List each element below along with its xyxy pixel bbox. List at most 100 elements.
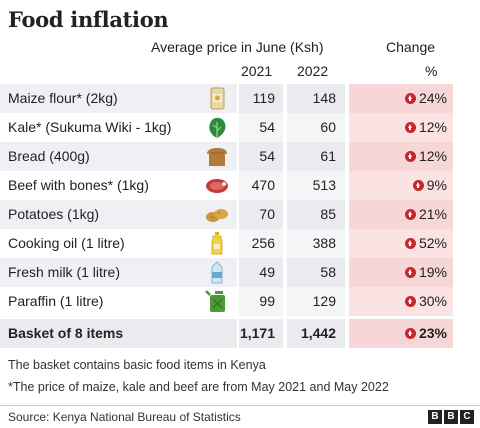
icon-cell — [197, 142, 237, 171]
item-label: Maize flour* (2kg) — [8, 90, 118, 106]
year-2021-header: 2021 — [241, 63, 273, 79]
up-arrow-icon — [404, 295, 416, 307]
icon-cell — [197, 84, 237, 113]
chart-title: Food inflation — [8, 7, 169, 32]
year-2022-header: 2022 — [297, 63, 329, 79]
change-indicator: 19% — [404, 264, 447, 280]
item-cell: Kale* (Sukuma Wiki - 1kg) — [0, 113, 197, 142]
change-indicator: 12% — [404, 119, 447, 135]
price-2021-value: 119 — [252, 90, 275, 106]
change-cell: 30% — [349, 287, 453, 316]
source-text: Source: Kenya National Bureau of Statist… — [8, 410, 241, 424]
change-header: Change — [386, 39, 436, 55]
price-2021-cell: 256 — [239, 229, 285, 258]
price-2021-value: 256 — [251, 235, 275, 251]
up-arrow-icon — [404, 150, 416, 162]
price-2021-value: 99 — [259, 293, 275, 309]
price-2022-value: 1,442 — [300, 325, 336, 341]
change-value: 30% — [418, 293, 447, 309]
price-2021-cell: 470 — [239, 171, 285, 200]
change-cell: 23% — [349, 319, 453, 348]
item-cell: Maize flour* (2kg) — [0, 84, 197, 113]
maize-flour-icon — [203, 87, 231, 110]
price-2022-cell: 85 — [287, 200, 345, 229]
bbc-logo-letter: C — [460, 410, 474, 424]
price-2021-cell: 99 — [239, 287, 285, 316]
price-2021-value: 1,171 — [239, 325, 275, 341]
up-arrow-icon — [404, 121, 416, 133]
cooking-oil-icon — [203, 232, 231, 255]
change-indicator: 21% — [404, 206, 447, 222]
change-cell: 21% — [349, 200, 453, 229]
icon-cell — [197, 171, 237, 200]
bbc-logo-letter: B — [428, 410, 442, 424]
price-2022-value: 148 — [312, 90, 336, 106]
change-indicator: 23% — [404, 325, 447, 341]
up-arrow-icon — [412, 179, 424, 191]
item-label: Beef with bones* (1kg) — [8, 177, 149, 193]
up-arrow-icon — [404, 327, 416, 339]
change-cell: 9% — [349, 171, 453, 200]
price-2021-cell: 1,171 — [239, 319, 285, 348]
change-indicator: 12% — [404, 148, 447, 164]
change-cell: 24% — [349, 84, 453, 113]
price-2021-cell: 70 — [239, 200, 285, 229]
price-2021-cell: 49 — [239, 258, 285, 287]
up-arrow-icon — [404, 92, 416, 104]
table-row: Fresh milk (1 litre) 49 58 19% — [0, 258, 455, 287]
change-cell: 12% — [349, 113, 453, 142]
change-value: 23% — [418, 325, 447, 341]
item-cell: Bread (400g) — [0, 142, 197, 171]
item-cell: Beef with bones* (1kg) — [0, 171, 197, 200]
change-value: 12% — [418, 119, 447, 135]
table-row: Paraffin (1 litre) 99 129 30% — [0, 287, 455, 316]
beef-icon — [203, 174, 231, 197]
change-indicator: 52% — [404, 235, 447, 251]
change-indicator: 9% — [412, 177, 447, 193]
item-label: Paraffin (1 litre) — [8, 293, 104, 309]
price-2021-cell: 119 — [239, 84, 285, 113]
change-value: 9% — [426, 177, 447, 193]
change-value: 19% — [418, 264, 447, 280]
table-row: Kale* (Sukuma Wiki - 1kg) 54 60 12% — [0, 113, 455, 142]
footnote-dates: *The price of maize, kale and beef are f… — [8, 380, 389, 394]
item-label: Potatoes (1kg) — [8, 206, 100, 222]
price-2021-value: 470 — [251, 177, 275, 193]
item-label: Cooking oil (1 litre) — [8, 235, 125, 251]
item-label: Basket of 8 items — [8, 325, 124, 341]
table-row: Bread (400g) 54 61 12% — [0, 142, 455, 171]
milk-icon — [203, 261, 231, 284]
avg-price-header: Average price in June (Ksh) — [151, 39, 324, 55]
price-2022-cell: 58 — [287, 258, 345, 287]
table-row: Maize flour* (2kg) 119 148 24% — [0, 84, 455, 113]
item-cell: Cooking oil (1 litre) — [0, 229, 197, 258]
price-2022-value: 60 — [320, 119, 336, 135]
potatoes-icon — [203, 203, 231, 226]
bbc-logo-letter: B — [444, 410, 458, 424]
price-2022-value: 129 — [312, 293, 336, 309]
table-row: Potatoes (1kg) 70 85 21% — [0, 200, 455, 229]
table-row: Beef with bones* (1kg) 470 513 9% — [0, 171, 455, 200]
change-indicator: 24% — [404, 90, 447, 106]
icon-cell — [197, 258, 237, 287]
price-2022-cell: 61 — [287, 142, 345, 171]
price-2022-cell: 1,442 — [287, 319, 345, 348]
icon-cell — [197, 113, 237, 142]
icon-cell — [197, 229, 237, 258]
icon-cell — [197, 200, 237, 229]
icon-cell — [197, 319, 237, 348]
bbc-logo: B B C — [428, 410, 474, 424]
up-arrow-icon — [404, 266, 416, 278]
price-2022-cell: 513 — [287, 171, 345, 200]
change-cell: 52% — [349, 229, 453, 258]
price-2022-value: 61 — [320, 148, 336, 164]
icon-cell — [197, 287, 237, 316]
item-cell: Potatoes (1kg) — [0, 200, 197, 229]
item-label: Kale* (Sukuma Wiki - 1kg) — [8, 119, 172, 135]
item-label: Bread (400g) — [8, 148, 90, 164]
paraffin-icon — [203, 290, 231, 313]
price-2021-value: 54 — [259, 148, 275, 164]
price-2021-cell: 54 — [239, 113, 285, 142]
item-cell: Paraffin (1 litre) — [0, 287, 197, 316]
up-arrow-icon — [404, 208, 416, 220]
